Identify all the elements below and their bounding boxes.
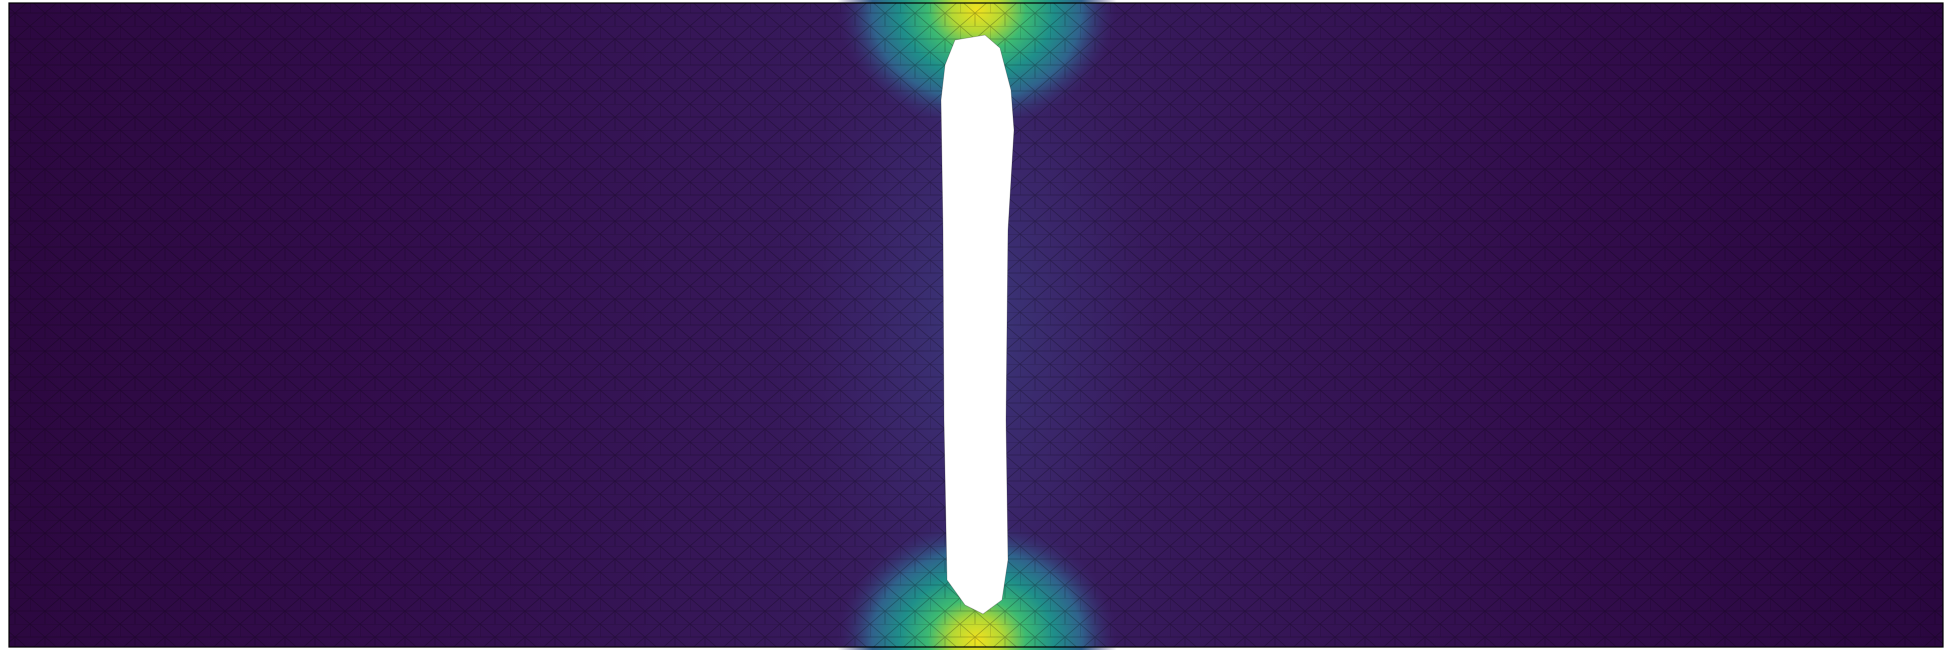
domain-border [8, 2, 1944, 648]
slot [940, 34, 1015, 615]
